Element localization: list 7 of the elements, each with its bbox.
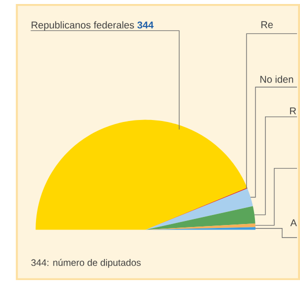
slice-label: A bbox=[290, 219, 297, 226]
slice-label: Republicanos federales bbox=[32, 21, 134, 30]
text: 344: número de diputados bbox=[31, 258, 141, 268]
slice-label: R bbox=[290, 107, 296, 114]
slice-label: Re bbox=[261, 21, 273, 28]
slice-label: No iden bbox=[260, 76, 294, 83]
data-label: 344 bbox=[137, 22, 154, 29]
